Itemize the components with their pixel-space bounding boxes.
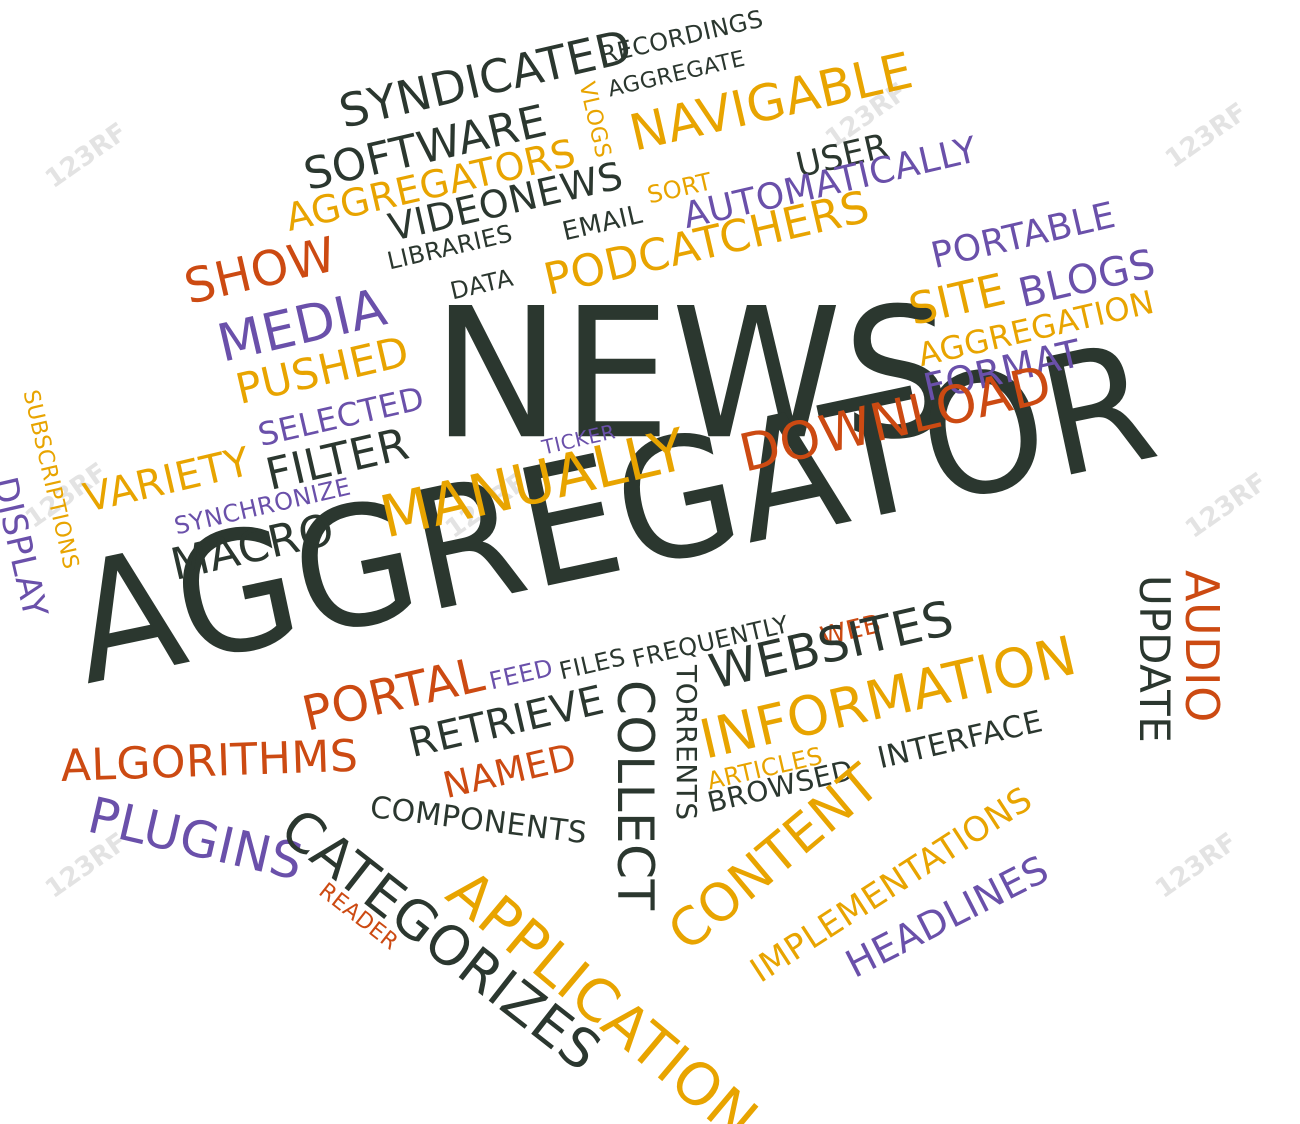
word-torrents: TORRENTS [670, 665, 703, 821]
word-audio: AUDIO [1175, 570, 1229, 723]
word-components: COMPONENTS [368, 790, 590, 852]
word-update: UPDATE [1130, 575, 1179, 744]
word-feed: FEED [486, 653, 556, 696]
word-vlogs: VLOGS [573, 79, 616, 161]
watermark-7: 123RF [1150, 827, 1243, 905]
word-algorithms: ALGORITHMS [59, 730, 360, 792]
watermark-3: 123RF [1160, 97, 1253, 175]
watermark-1: 123RF [40, 117, 133, 195]
watermark-5: 123RF [1180, 467, 1273, 545]
word-news: NEWS [432, 270, 953, 480]
word-collect: COLLECT [606, 680, 664, 911]
